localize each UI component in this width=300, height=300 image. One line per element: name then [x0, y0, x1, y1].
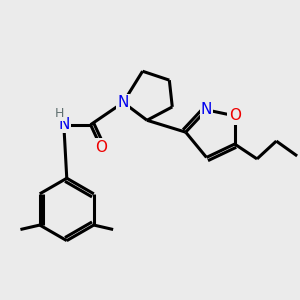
Text: N: N [118, 95, 129, 110]
Text: O: O [229, 108, 241, 123]
Text: H: H [55, 107, 64, 120]
Text: N: N [201, 102, 212, 117]
Text: N: N [58, 117, 70, 132]
Text: O: O [95, 140, 107, 154]
